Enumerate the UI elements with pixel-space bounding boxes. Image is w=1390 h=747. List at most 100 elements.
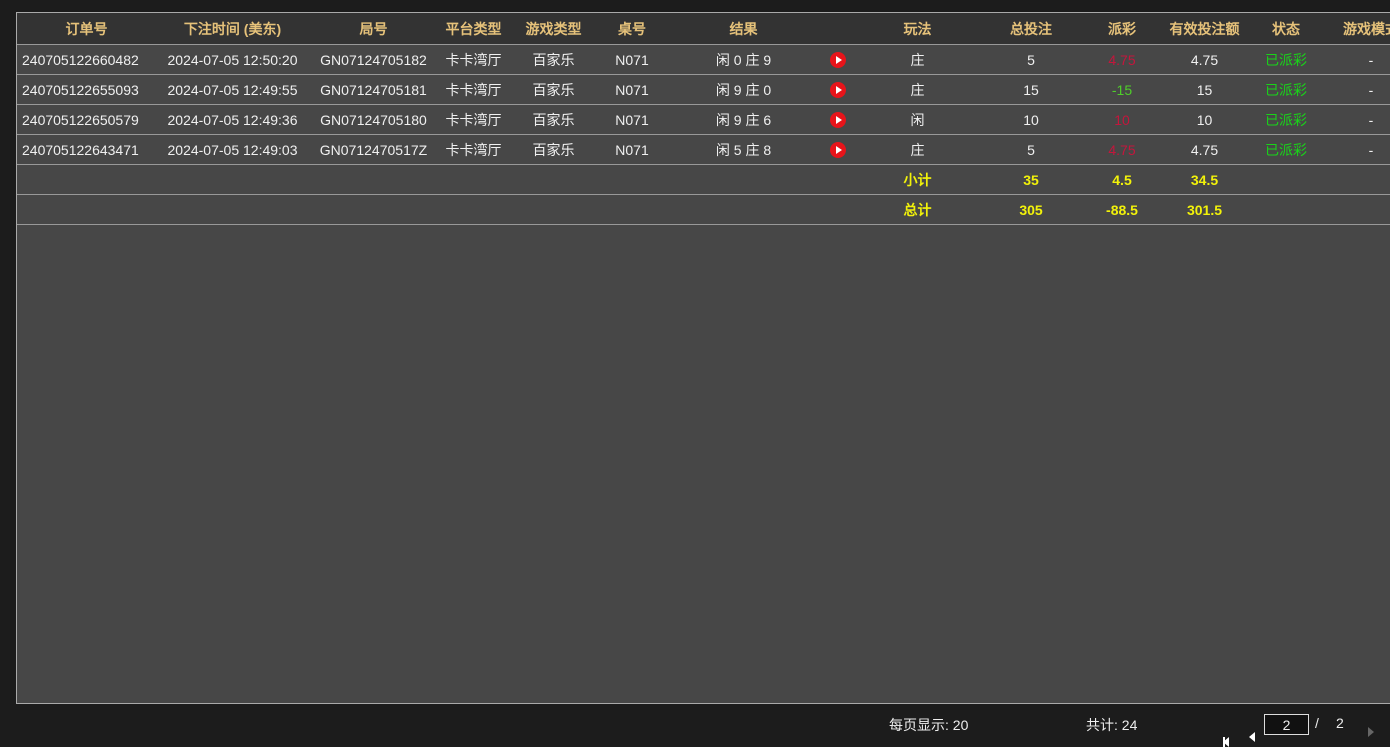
subtotal-bet: 35: [981, 164, 1081, 195]
valid-bet: 15: [1163, 74, 1246, 105]
replay-cell: [821, 104, 854, 135]
total-bet: 305: [981, 194, 1081, 225]
total-label: 总计: [854, 194, 981, 225]
result: 闲 9 庄 0: [666, 74, 821, 105]
column-header: 局号: [309, 13, 438, 45]
play-circle-icon[interactable]: [829, 142, 846, 159]
subtotal-valid-bet: 34.5: [1163, 164, 1246, 195]
total-payout: -88.5: [1081, 194, 1163, 225]
column-header: [821, 13, 854, 45]
payout: -15: [1081, 74, 1163, 105]
empty-cell: [17, 164, 854, 195]
round-id: GN0712470517Z: [309, 134, 438, 165]
bet-type: 庄: [854, 134, 981, 165]
game-type: 百家乐: [509, 104, 598, 135]
subtotal-payout: 4.5: [1081, 164, 1163, 195]
status-badge: 已派彩: [1246, 104, 1326, 135]
valid-bet: 4.75: [1163, 44, 1246, 75]
replay-cell: [821, 74, 854, 105]
table-header: 订单号 下注时间 (美东) 局号 平台类型 游戏类型 桌号 结果 玩法 总投注 派彩 有效投注额 状态…: [17, 13, 1390, 45]
status-badge: 已派彩: [1246, 44, 1326, 75]
round-id: GN07124705180: [309, 104, 438, 135]
total-valid-bet: 301.5: [1163, 194, 1246, 225]
subtotal-row: 小计 35 4.5 34.5: [17, 164, 1390, 195]
platform-type: 卡卡湾厅: [438, 44, 509, 75]
column-header: 下注时间 (美东): [156, 13, 309, 45]
status-badge: 已派彩: [1246, 134, 1326, 165]
order-number: 240705122660482: [17, 44, 156, 75]
platform-type: 卡卡湾厅: [438, 134, 509, 165]
column-header: 玩法: [854, 13, 981, 45]
replay-cell: [821, 134, 854, 165]
table-row: 240705122650579 2024-07-05 12:49:36 GN0712…: [17, 104, 1390, 135]
order-number: 240705122643471: [17, 134, 156, 165]
play-circle-icon[interactable]: [829, 112, 846, 129]
column-header: 游戏类型: [509, 13, 598, 45]
bet-type: 闲: [854, 104, 981, 135]
play-circle-icon[interactable]: [829, 52, 846, 69]
payout: 10: [1081, 104, 1163, 135]
replay-cell: [821, 44, 854, 75]
game-mode: -: [1326, 104, 1390, 135]
total-row: 总计 305 -88.5 301.5: [17, 194, 1390, 225]
total-bet: 15: [981, 74, 1081, 105]
table-row: 240705122655093 2024-07-05 12:49:55 GN0712…: [17, 74, 1390, 105]
platform-type: 卡卡湾厅: [438, 104, 509, 135]
column-header: 桌号: [598, 13, 666, 45]
order-number: 240705122655093: [17, 74, 156, 105]
bet-time: 2024-07-05 12:49:03: [156, 134, 309, 165]
total-pages: 2: [1336, 715, 1344, 731]
column-header: 结果: [666, 13, 821, 45]
bet-type: 庄: [854, 74, 981, 105]
bet-time: 2024-07-05 12:50:20: [156, 44, 309, 75]
page-size-label: 每页显示: 20: [889, 717, 969, 733]
payout: 4.75: [1081, 44, 1163, 75]
table-number: N071: [598, 134, 666, 165]
result: 闲 5 庄 8: [666, 134, 821, 165]
column-header: 状态: [1246, 13, 1326, 45]
total-bet: 5: [981, 134, 1081, 165]
column-header: 平台类型: [438, 13, 509, 45]
bet-records-table: 订单号 下注时间 (美东) 局号 平台类型 游戏类型 桌号 结果 玩法 总投注 派彩 有效投注额 状态…: [17, 13, 1390, 225]
result: 闲 9 庄 6: [666, 104, 821, 135]
payout: 4.75: [1081, 134, 1163, 165]
empty-cell: [17, 194, 854, 225]
valid-bet: 10: [1163, 104, 1246, 135]
table-number: N071: [598, 74, 666, 105]
game-mode: -: [1326, 134, 1390, 165]
subtotal-label: 小计: [854, 164, 981, 195]
column-header: 游戏模式: [1326, 13, 1390, 45]
table-number: N071: [598, 104, 666, 135]
total-bet: 5: [981, 44, 1081, 75]
table-number: N071: [598, 44, 666, 75]
pagination: 每页显示: 20 共计: 24 / 2: [0, 705, 1390, 747]
bet-type: 庄: [854, 44, 981, 75]
play-circle-icon[interactable]: [829, 82, 846, 99]
round-id: GN07124705182: [309, 44, 438, 75]
game-type: 百家乐: [509, 134, 598, 165]
total-bet: 10: [981, 104, 1081, 135]
column-header: 派彩: [1081, 13, 1163, 45]
total-count-label: 共计: 24: [1086, 717, 1138, 733]
result: 闲 0 庄 9: [666, 44, 821, 75]
table-row: 240705122643471 2024-07-05 12:49:03 GN0712…: [17, 134, 1390, 165]
valid-bet: 4.75: [1163, 134, 1246, 165]
page-number-input[interactable]: [1264, 714, 1309, 735]
bet-time: 2024-07-05 12:49:55: [156, 74, 309, 105]
empty-cell: [1246, 194, 1390, 225]
status-badge: 已派彩: [1246, 74, 1326, 105]
bet-records-panel: 订单号 下注时间 (美东) 局号 平台类型 游戏类型 桌号 结果 玩法 总投注 派彩 有效投注额 状态…: [16, 12, 1390, 704]
game-mode: -: [1326, 74, 1390, 105]
round-id: GN07124705181: [309, 74, 438, 105]
game-type: 百家乐: [509, 44, 598, 75]
game-type: 百家乐: [509, 74, 598, 105]
order-number: 240705122650579: [17, 104, 156, 135]
page-separator: /: [1315, 715, 1319, 731]
column-header: 总投注: [981, 13, 1081, 45]
bet-time: 2024-07-05 12:49:36: [156, 104, 309, 135]
column-header: 有效投注额: [1163, 13, 1246, 45]
platform-type: 卡卡湾厅: [438, 74, 509, 105]
table-row: 240705122660482 2024-07-05 12:50:20 GN0712…: [17, 44, 1390, 75]
empty-cell: [1246, 164, 1390, 195]
game-mode: -: [1326, 44, 1390, 75]
